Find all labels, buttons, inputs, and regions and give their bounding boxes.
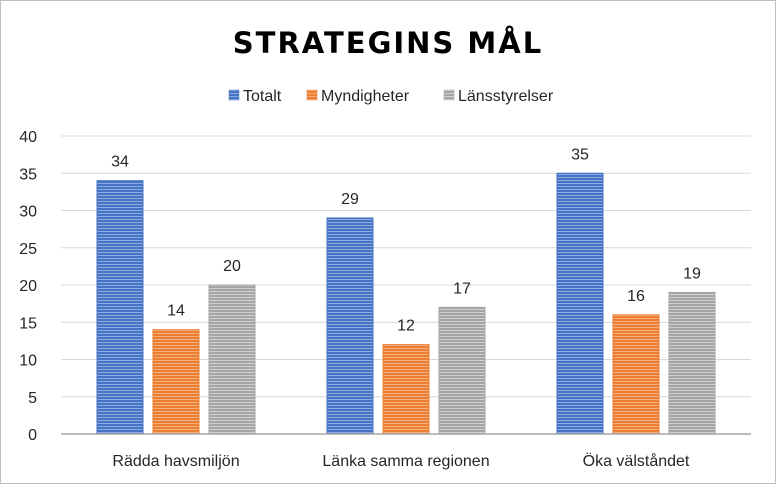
bar (556, 172, 604, 435)
bar (96, 180, 144, 435)
chart-title: STRATEGINS MÅL (233, 26, 543, 60)
bar (438, 306, 486, 435)
bar (612, 314, 660, 435)
data-labels: 34 14 20 29 12 17 35 16 19 (111, 146, 701, 334)
y-tick-label: 40 (19, 129, 37, 146)
category-label: Rädda havsmiljön (112, 453, 239, 470)
y-tick-label: 5 (28, 390, 37, 407)
legend-label: Länsstyrelser (458, 88, 554, 105)
y-tick-label: 25 (19, 241, 37, 258)
y-tick-label: 10 (19, 353, 37, 370)
x-axis: Rädda havsmiljön Länka samma regionen Öka … (61, 433, 751, 470)
data-label: 16 (627, 288, 645, 305)
legend-label: Myndigheter (321, 88, 410, 105)
legend: Totalt Myndigheter Länsstyrelser (228, 88, 554, 105)
y-tick-label: 0 (28, 427, 37, 444)
category-label: Länka samma regionen (322, 453, 489, 470)
y-tick-label: 30 (19, 204, 37, 221)
data-label: 29 (341, 191, 359, 208)
y-tick-label: 15 (19, 315, 37, 332)
bars (96, 172, 716, 435)
y-tick-label: 20 (19, 278, 37, 295)
data-label: 19 (683, 265, 701, 282)
bar (208, 284, 256, 435)
data-label: 34 (111, 154, 129, 171)
legend-swatch (228, 89, 240, 101)
bar (152, 329, 200, 435)
bar (326, 217, 374, 435)
data-label: 14 (167, 303, 185, 320)
category-label: Öka välståndet (583, 452, 690, 470)
data-label: 35 (571, 146, 589, 163)
data-label: 17 (453, 280, 471, 297)
bar (382, 344, 430, 435)
legend-swatch (306, 89, 318, 101)
data-label: 20 (223, 258, 241, 275)
data-label: 12 (397, 318, 415, 335)
y-tick-label: 35 (19, 166, 37, 183)
bar (668, 291, 716, 435)
y-axis: 0 5 10 15 20 25 30 35 40 (19, 129, 37, 444)
legend-label: Totalt (243, 88, 282, 105)
legend-swatch (443, 89, 455, 101)
